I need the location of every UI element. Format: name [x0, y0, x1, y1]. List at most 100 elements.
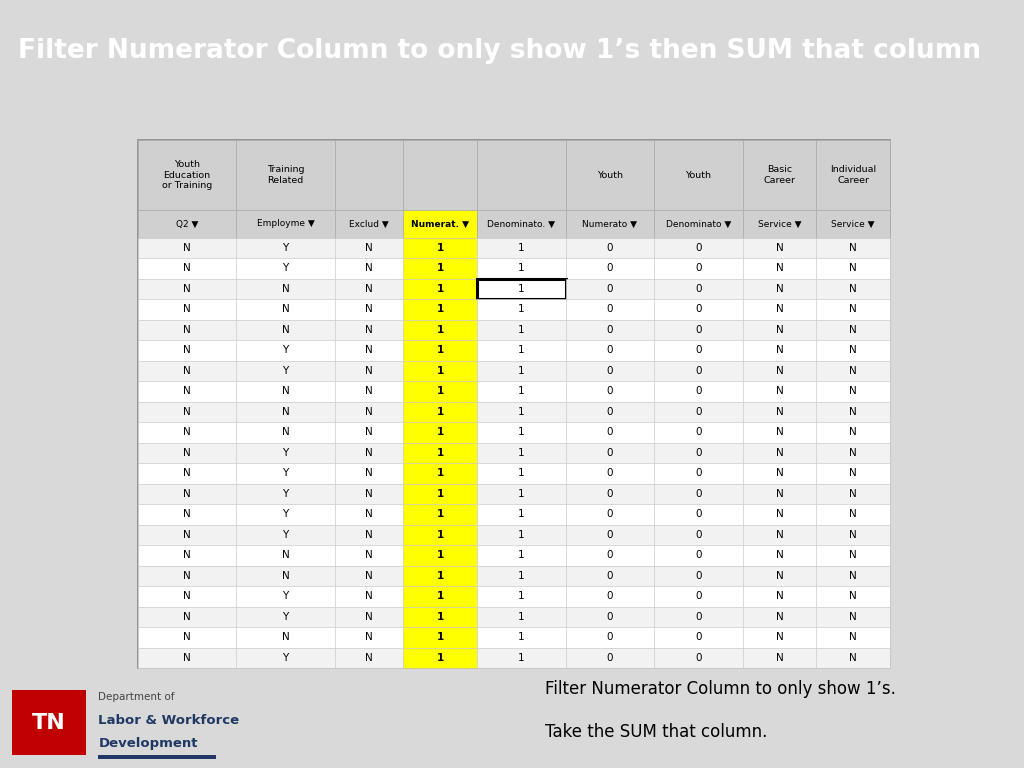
Bar: [654, 545, 742, 565]
Bar: [477, 402, 565, 422]
Text: N: N: [775, 509, 783, 519]
Bar: [403, 300, 477, 319]
Bar: [138, 381, 237, 402]
Text: N: N: [183, 488, 191, 499]
Bar: [654, 504, 742, 525]
Bar: [12, 690, 86, 755]
Text: 1: 1: [518, 530, 524, 540]
Bar: [237, 504, 335, 525]
Text: N: N: [849, 488, 857, 499]
Text: 0: 0: [606, 346, 613, 356]
Bar: [335, 237, 403, 258]
Bar: [816, 402, 890, 422]
Text: N: N: [849, 243, 857, 253]
Text: 0: 0: [695, 612, 701, 622]
Bar: [403, 442, 477, 463]
Bar: [654, 402, 742, 422]
Bar: [138, 565, 237, 586]
Bar: [816, 442, 890, 463]
Text: Y: Y: [283, 591, 289, 601]
Text: Employme ▼: Employme ▼: [257, 220, 314, 228]
Text: Exclud ▼: Exclud ▼: [349, 220, 389, 228]
Text: 1: 1: [518, 612, 524, 622]
Text: N: N: [183, 653, 191, 663]
Text: N: N: [775, 366, 783, 376]
Bar: [335, 545, 403, 565]
Bar: [565, 525, 654, 545]
Text: N: N: [282, 427, 290, 437]
Bar: [565, 258, 654, 279]
Bar: [565, 627, 654, 647]
Text: 0: 0: [606, 653, 613, 663]
Text: 1: 1: [518, 468, 524, 478]
Bar: [138, 627, 237, 647]
Text: N: N: [775, 653, 783, 663]
Text: 1: 1: [518, 284, 524, 294]
Text: 0: 0: [695, 571, 701, 581]
Bar: [565, 140, 654, 210]
Text: 1: 1: [518, 304, 524, 314]
Bar: [138, 463, 237, 484]
Bar: [335, 361, 403, 381]
Text: 0: 0: [606, 366, 613, 376]
Text: Y: Y: [283, 653, 289, 663]
Bar: [237, 463, 335, 484]
Bar: [565, 545, 654, 565]
Bar: [335, 647, 403, 668]
Bar: [237, 484, 335, 504]
Text: N: N: [775, 304, 783, 314]
Bar: [816, 237, 890, 258]
Bar: [335, 565, 403, 586]
Bar: [335, 586, 403, 607]
Bar: [138, 402, 237, 422]
Bar: [654, 300, 742, 319]
Text: 1: 1: [436, 571, 443, 581]
Text: Y: Y: [283, 468, 289, 478]
Bar: [237, 210, 335, 237]
Bar: [565, 381, 654, 402]
Bar: [565, 340, 654, 361]
Text: N: N: [183, 263, 191, 273]
Bar: [237, 300, 335, 319]
Text: N: N: [183, 366, 191, 376]
Bar: [816, 607, 890, 627]
Bar: [654, 210, 742, 237]
Bar: [654, 627, 742, 647]
Bar: [816, 258, 890, 279]
Text: 1: 1: [518, 632, 524, 642]
Text: 0: 0: [695, 468, 701, 478]
Bar: [816, 565, 890, 586]
Bar: [335, 340, 403, 361]
Text: Y: Y: [283, 263, 289, 273]
Bar: [477, 319, 565, 340]
Bar: [477, 300, 565, 319]
Bar: [403, 545, 477, 565]
Text: 0: 0: [695, 653, 701, 663]
Bar: [403, 484, 477, 504]
Text: 0: 0: [695, 632, 701, 642]
Bar: [237, 586, 335, 607]
Text: Numerat. ▼: Numerat. ▼: [412, 220, 469, 228]
Bar: [138, 586, 237, 607]
Text: 0: 0: [606, 386, 613, 396]
Bar: [565, 210, 654, 237]
Text: N: N: [366, 632, 373, 642]
Bar: [565, 422, 654, 442]
Text: N: N: [849, 632, 857, 642]
Bar: [654, 340, 742, 361]
Bar: [403, 361, 477, 381]
Text: N: N: [183, 551, 191, 561]
Text: 0: 0: [606, 427, 613, 437]
Bar: [816, 279, 890, 300]
Text: 1: 1: [436, 386, 443, 396]
Text: N: N: [849, 551, 857, 561]
Bar: [477, 545, 565, 565]
Text: 1: 1: [518, 427, 524, 437]
Text: 0: 0: [606, 488, 613, 499]
Bar: [403, 504, 477, 525]
Bar: [654, 381, 742, 402]
Bar: [138, 258, 237, 279]
Text: N: N: [849, 386, 857, 396]
Text: N: N: [183, 468, 191, 478]
Bar: [138, 484, 237, 504]
